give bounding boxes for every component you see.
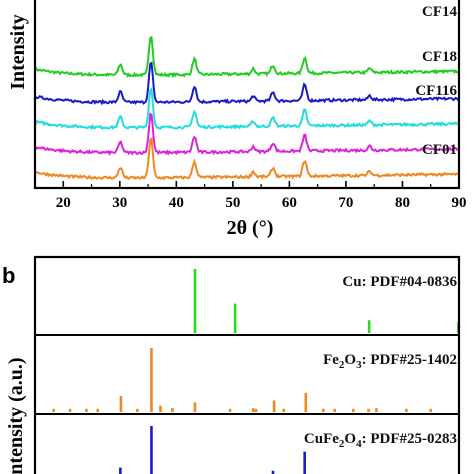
xrd-series-cf14 (35, 61, 459, 106)
panel-b-letter: b (2, 263, 15, 288)
panel-b-reference-patterns: b Intensity (a.u.) Cu: PDF#04-0836 Fe2O3… (2, 255, 461, 474)
x-axis-title: 2θ (°) (227, 217, 274, 239)
xrd-series-top (35, 35, 459, 79)
x-tick-label: 30 (112, 195, 127, 211)
series-label-cf116: CF116 (415, 83, 457, 99)
x-tick-label: 60 (282, 195, 297, 211)
x-tick-label: 50 (225, 195, 240, 211)
panel-b-frame (33, 255, 461, 474)
y-axis-title-panel-b: Intensity (a.u.) (5, 357, 27, 474)
y-axis-title-panel-a: Intensity (7, 14, 29, 90)
xrd-series-cf01 (35, 136, 459, 181)
x-tick-label: 80 (395, 195, 410, 211)
x-axis-ticks: 20 30 40 50 60 70 80 90 (34, 181, 467, 211)
panel-a-frame (33, 0, 461, 190)
series-label-cf01: CF01 (422, 142, 457, 158)
ref-label-cu: Cu: PDF#04-0836 (342, 274, 457, 290)
series-label-group: CF14 CF18 CF116 CF01 (415, 4, 457, 158)
series-label-cf18: CF18 (422, 49, 457, 65)
series-label-cf14: CF14 (422, 4, 457, 20)
panel-a-xrd-patterns: CF14 CF18 CF116 CF01 20 30 40 50 60 70 80 90 2θ (°… (7, 0, 467, 239)
xrd-series-group (35, 35, 459, 181)
x-tick-label: 70 (338, 195, 353, 211)
xrd-series-cf116 (35, 112, 459, 156)
xrd-series-cf18 (35, 86, 459, 131)
x-tick-label: 20 (56, 195, 71, 211)
reference-sticks-group (52, 269, 460, 474)
x-tick-label: 40 (169, 195, 184, 211)
ref-label-cufe2o4: CuFe2O4: PDF#25-0283 (304, 431, 457, 450)
x-tick-label: 90 (452, 195, 467, 211)
ref-label-fe2o3: Fe2O3: PDF#25-1402 (323, 352, 457, 371)
